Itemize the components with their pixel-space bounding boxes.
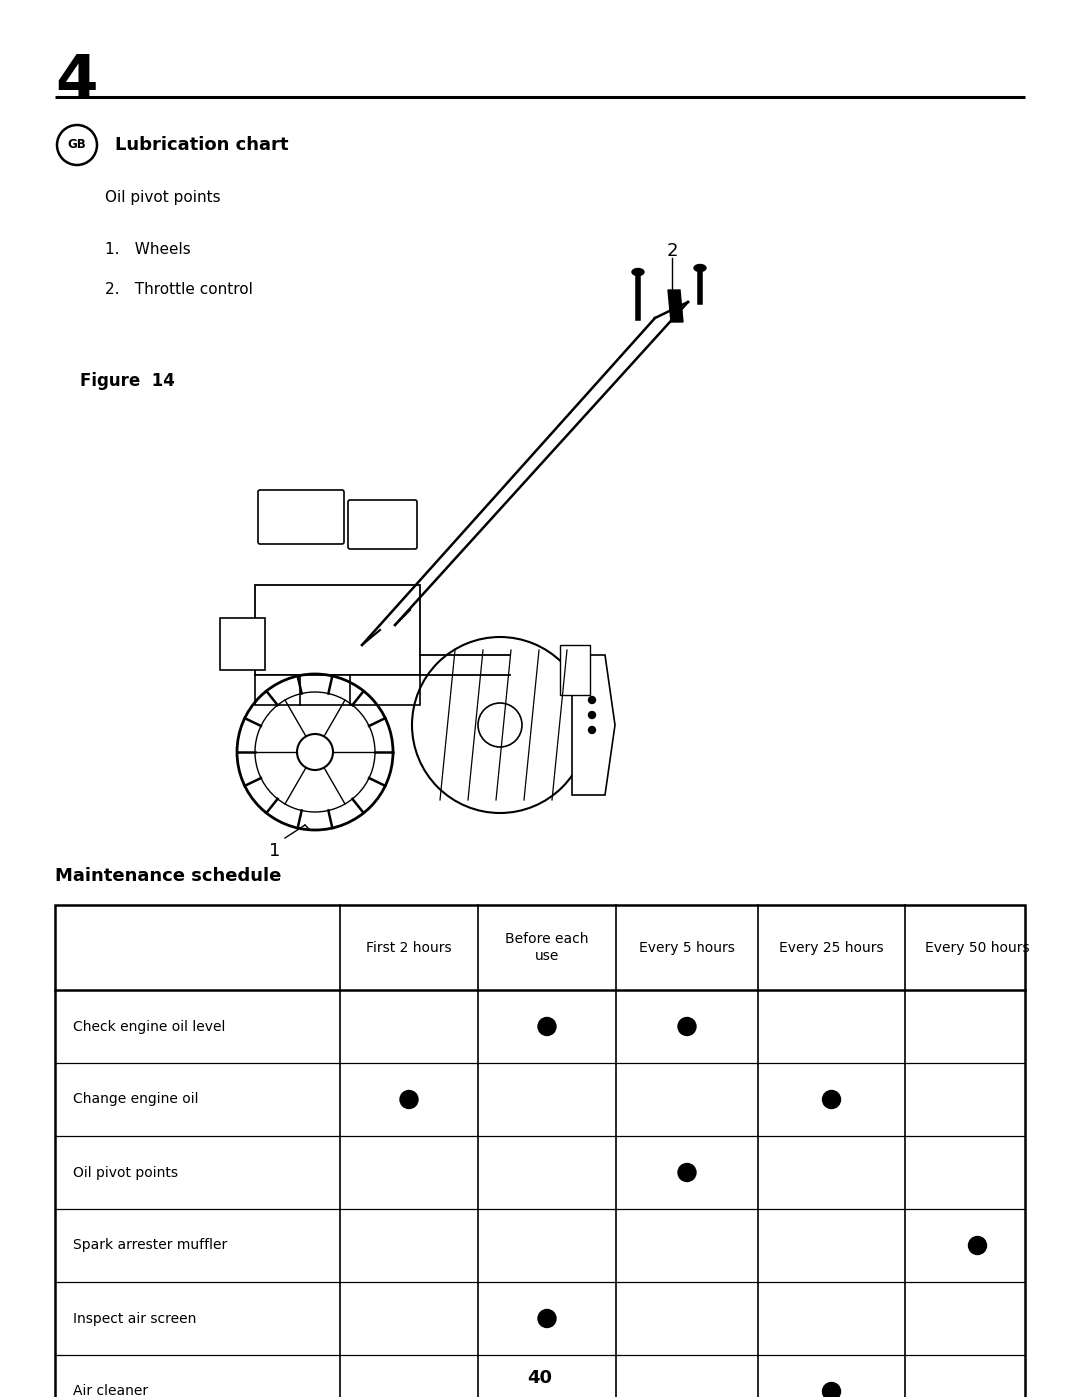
Polygon shape [255, 585, 420, 675]
Circle shape [589, 726, 595, 733]
Text: Every 5 hours: Every 5 hours [639, 940, 734, 954]
Text: Spark arrester muffler: Spark arrester muffler [73, 1239, 227, 1253]
Text: Inspect air screen: Inspect air screen [73, 1312, 197, 1326]
Circle shape [678, 1017, 696, 1035]
Text: Maintenance schedule: Maintenance schedule [55, 868, 282, 886]
Polygon shape [669, 291, 683, 321]
Ellipse shape [694, 264, 706, 271]
Circle shape [538, 1309, 556, 1327]
Text: Change engine oil: Change engine oil [73, 1092, 199, 1106]
Circle shape [538, 1017, 556, 1035]
Circle shape [678, 1164, 696, 1182]
Bar [255, 675, 420, 705]
Text: 1: 1 [269, 842, 281, 861]
Text: Oil pivot points: Oil pivot points [105, 190, 220, 205]
Circle shape [589, 697, 595, 704]
Text: GB: GB [68, 138, 86, 151]
Text: 1. Wheels: 1. Wheels [105, 242, 191, 257]
Polygon shape [572, 655, 615, 795]
Bar [561, 645, 590, 694]
Circle shape [589, 711, 595, 718]
Text: Lubrication chart: Lubrication chart [114, 136, 288, 154]
Text: Every 25 hours: Every 25 hours [779, 940, 883, 954]
Text: First 2 hours: First 2 hours [366, 940, 451, 954]
Circle shape [969, 1236, 986, 1255]
Text: Air cleaner: Air cleaner [73, 1384, 148, 1397]
Text: 40: 40 [527, 1369, 553, 1387]
Text: Figure  14: Figure 14 [80, 372, 175, 390]
Text: 2: 2 [666, 242, 678, 260]
Bar [55, 905, 1025, 1397]
Text: 2. Throttle control: 2. Throttle control [105, 282, 253, 298]
Text: Oil pivot points: Oil pivot points [73, 1165, 178, 1179]
Text: 4: 4 [55, 52, 97, 110]
Text: Before each
use: Before each use [505, 932, 589, 963]
FancyBboxPatch shape [348, 500, 417, 549]
Ellipse shape [632, 268, 644, 275]
Circle shape [823, 1383, 840, 1397]
Circle shape [823, 1091, 840, 1108]
Bar [220, 617, 265, 671]
Text: Check engine oil level: Check engine oil level [73, 1020, 226, 1034]
Circle shape [400, 1091, 418, 1108]
Text: Every 50 hours: Every 50 hours [926, 940, 1030, 954]
FancyBboxPatch shape [258, 490, 345, 543]
